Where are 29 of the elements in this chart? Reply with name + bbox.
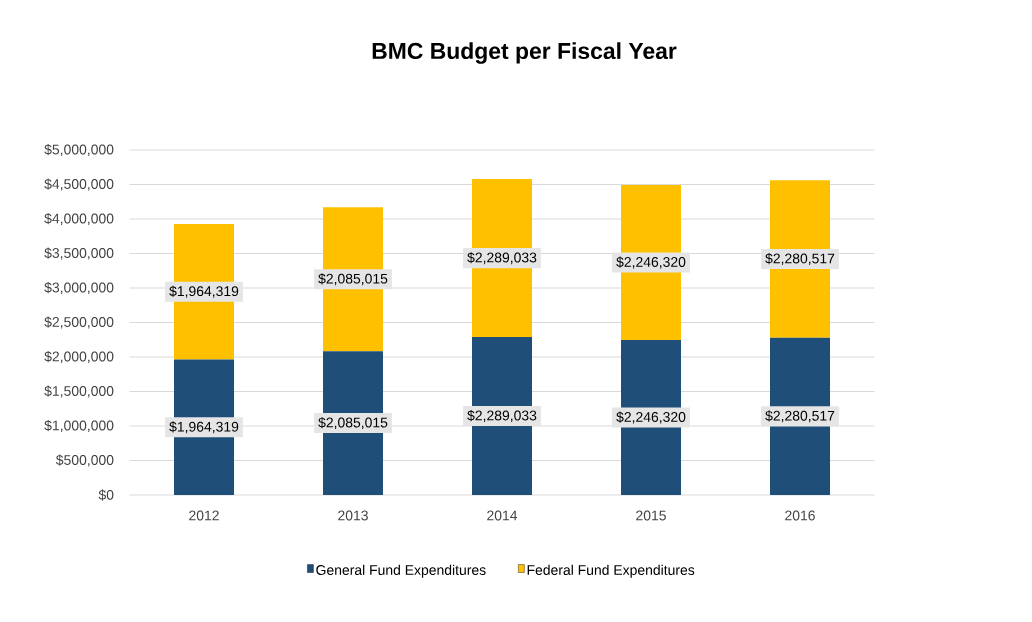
data-label: $2,085,015 <box>318 417 388 430</box>
x-tick-label: 2013 <box>338 510 368 521</box>
x-tick-label: 2012 <box>189 510 219 521</box>
y-tick-label: $1,500,000 <box>44 385 114 398</box>
x-tick-label: 2016 <box>785 510 815 521</box>
legend-label: Federal Fund Expenditures <box>527 564 695 578</box>
data-label: $2,280,517 <box>765 410 835 423</box>
y-tick-label: $3,500,000 <box>44 247 114 260</box>
y-tick-label: $0 <box>98 489 114 501</box>
data-label: $2,289,033 <box>467 409 537 423</box>
data-label: $2,280,517 <box>765 252 835 266</box>
y-tick-label: $500,000 <box>55 454 114 467</box>
x-tick-label: 2014 <box>487 510 518 521</box>
y-tick-label: $1,000,000 <box>44 419 114 433</box>
legend-label: General Fund Expenditures <box>316 564 486 578</box>
data-label: $2,246,320 <box>616 411 686 424</box>
x-tick-label: 2015 <box>636 510 666 521</box>
y-tick-label: $5,000,000 <box>44 143 114 157</box>
y-tick-label: $2,000,000 <box>44 350 114 364</box>
data-label: $1,964,319 <box>169 285 239 298</box>
y-tick-label: $2,500,000 <box>44 316 114 329</box>
data-label: $2,085,015 <box>318 273 388 286</box>
y-tick-label: $4,500,000 <box>44 178 114 191</box>
data-label: $2,289,033 <box>467 252 537 265</box>
data-label: $2,246,320 <box>616 256 686 269</box>
y-tick-label: $3,000,000 <box>44 281 114 295</box>
y-tick-label: $4,000,000 <box>44 212 114 226</box>
chart-title: BMC Budget per Fiscal Year <box>372 42 677 64</box>
data-label: $1,964,319 <box>169 421 239 434</box>
